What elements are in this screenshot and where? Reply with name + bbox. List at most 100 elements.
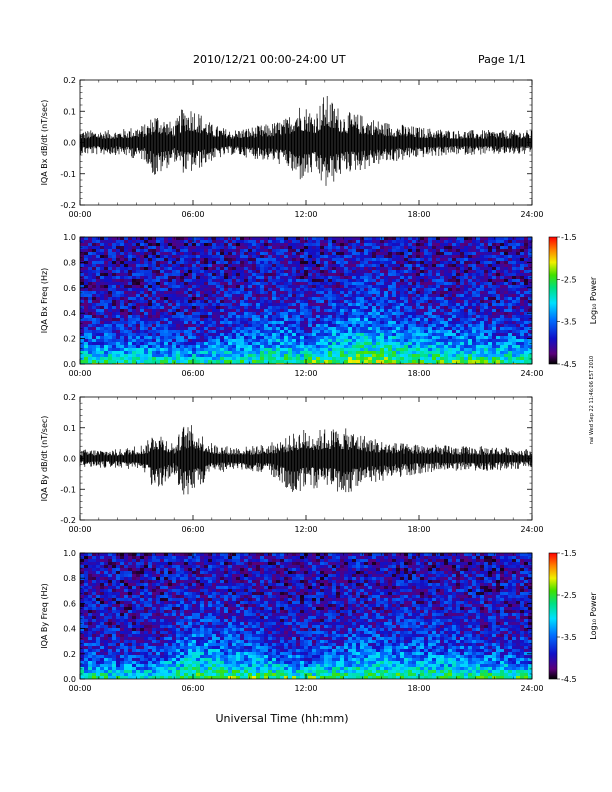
spectrogram-cell <box>336 243 340 246</box>
spectrogram-cell <box>140 285 144 288</box>
spectrogram-cell <box>404 249 408 252</box>
spectrogram-cell <box>396 246 400 249</box>
spectrogram-cell <box>84 252 88 255</box>
spectrogram-cell <box>112 348 116 351</box>
spectrogram-cell <box>264 270 268 273</box>
spectrogram-cell <box>128 345 132 348</box>
spectrogram-cell <box>436 318 440 321</box>
spectrogram-cell <box>352 270 356 273</box>
spectrogram-cell <box>372 354 376 357</box>
spectrogram-cell <box>236 288 240 291</box>
spectrogram-cell <box>340 309 344 312</box>
spectrogram-cell <box>316 306 320 309</box>
spectrogram-cell <box>244 309 248 312</box>
spectrogram-cell <box>276 282 280 285</box>
spectrogram-cell <box>256 240 260 243</box>
spectrogram-cell <box>344 336 348 339</box>
spectrogram-cell <box>440 243 444 246</box>
spectrogram-cell <box>92 285 96 288</box>
spectrogram-cell <box>268 255 272 258</box>
spectrogram-cell <box>352 243 356 246</box>
spectrogram-cell <box>324 252 328 255</box>
spectrogram-cell <box>348 354 352 357</box>
spectrogram-cell <box>108 351 112 354</box>
spectrogram-cell <box>352 291 356 294</box>
spectrogram-cell <box>132 333 136 336</box>
spectrogram-cell <box>348 330 352 333</box>
spectrogram-cell <box>420 282 424 285</box>
spectrogram-cell <box>84 324 88 327</box>
spectrogram-cell <box>188 240 192 243</box>
spectrogram-cell <box>360 294 364 297</box>
spectrogram-cell <box>312 357 316 360</box>
spectrogram-cell <box>356 324 360 327</box>
spectrogram-cell <box>340 306 344 309</box>
spectrogram-cell <box>372 363 376 364</box>
spectrogram-cell <box>440 267 444 270</box>
spectrogram-cell <box>248 288 252 291</box>
spectrogram-cell <box>360 351 364 354</box>
spectrogram-cell <box>248 357 252 360</box>
spectrogram-cell <box>324 300 328 303</box>
spectrogram-cell <box>408 309 412 312</box>
spectrogram-cell <box>412 261 416 264</box>
spectrogram-cell <box>320 246 324 249</box>
spectrogram-cell <box>328 363 332 364</box>
spectrogram-cell <box>260 264 264 267</box>
spectrogram-cell <box>240 270 244 273</box>
spectrogram-cell <box>436 354 440 357</box>
spectrogram-cell <box>156 306 160 309</box>
spectrogram-cell <box>420 246 424 249</box>
spectrogram-cell <box>124 336 128 339</box>
spectrogram-cell <box>368 294 372 297</box>
spectrogram-cell <box>396 285 400 288</box>
spectrogram-cell <box>220 336 224 339</box>
spectrogram-cell <box>384 309 388 312</box>
spectrogram-cell <box>184 354 188 357</box>
spectrogram-cell <box>156 303 160 306</box>
spectrogram-cell <box>212 291 216 294</box>
spectrogram-cell <box>316 240 320 243</box>
spectrogram-cell <box>220 330 224 333</box>
spectrogram-cell <box>416 261 420 264</box>
spectrogram-cell <box>352 288 356 291</box>
spectrogram-cell <box>164 342 168 345</box>
spectrogram-cell <box>140 273 144 276</box>
spectrogram-cell <box>180 354 184 357</box>
spectrogram-cell <box>456 291 460 294</box>
spectrogram-cell <box>260 267 264 270</box>
spectrogram-cell <box>200 303 204 306</box>
spectrogram-cell <box>352 357 356 360</box>
spectrogram-cell <box>132 276 136 279</box>
spectrogram-cell <box>316 252 320 255</box>
spectrogram-cell <box>344 315 348 318</box>
spectrogram-cell <box>132 363 136 364</box>
spectrogram-cell <box>96 327 100 330</box>
spectrogram-cell <box>132 252 136 255</box>
spectrogram-cell <box>432 315 436 318</box>
spectrogram-cell <box>404 270 408 273</box>
spectrogram-cell <box>96 261 100 264</box>
spectrogram-cell <box>140 336 144 339</box>
spectrogram-cell <box>212 327 216 330</box>
spectrogram-cell <box>460 360 464 363</box>
spectrogram-cell <box>136 258 140 261</box>
spectrogram-cell <box>168 261 172 264</box>
spectrogram-cell <box>256 246 260 249</box>
spectrogram-cell <box>340 363 344 364</box>
spectrogram-cell <box>360 270 364 273</box>
spectrogram-cell <box>200 318 204 321</box>
spectrogram-cell <box>344 285 348 288</box>
spectrogram-cell <box>288 345 292 348</box>
spectrogram-cell <box>224 351 228 354</box>
spectrogram-cell <box>388 243 392 246</box>
spectrogram-cell <box>360 327 364 330</box>
spectrogram-cell <box>152 291 156 294</box>
spectrogram-cell <box>428 351 432 354</box>
spectrogram-cell <box>156 246 160 249</box>
spectrogram-cell <box>364 273 368 276</box>
spectrogram-cell <box>380 240 384 243</box>
spectrogram-cell <box>312 333 316 336</box>
spectrogram-cell <box>272 321 276 324</box>
spectrogram-cell <box>216 270 220 273</box>
